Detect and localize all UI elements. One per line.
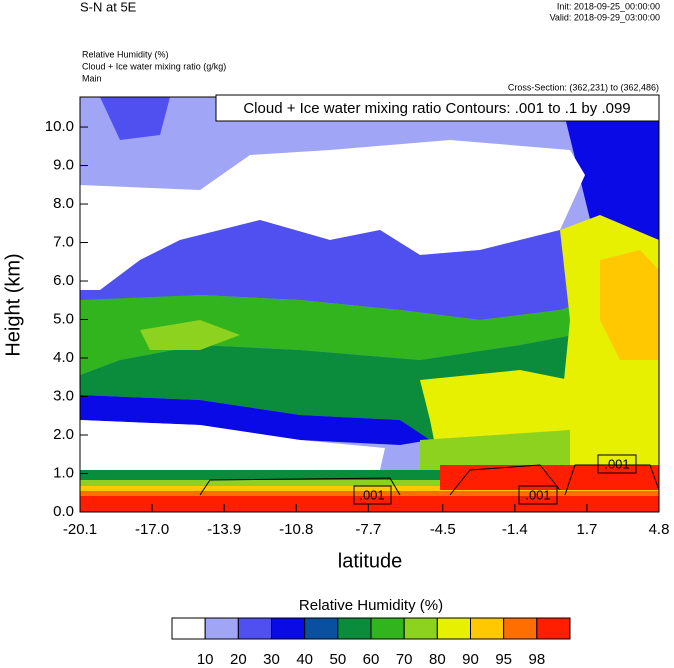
- colorbar-box: [370, 617, 405, 640]
- x-tick-label: -20.1: [63, 521, 97, 538]
- y-tick-label: 6.0: [53, 272, 74, 289]
- x-tick-label: 4.8: [649, 521, 670, 538]
- colorbar-label: 95: [495, 651, 512, 668]
- x-axis-label: latitude: [338, 550, 403, 572]
- colorbar-label: 50: [329, 651, 346, 668]
- colorbar-box: [436, 617, 472, 640]
- valid-time: Valid: 2018-09-29_03:00:00: [550, 12, 660, 22]
- y-tick-label: 9.0: [53, 156, 74, 173]
- cross-section: Cross-Section: (362,231) to (362,486): [508, 82, 659, 92]
- y-tick-label: 1.0: [53, 464, 74, 481]
- colorbar-label: 98: [528, 651, 545, 668]
- field-name: Main: [82, 73, 102, 83]
- y-tick-label: 5.0: [53, 310, 74, 327]
- x-tick-label: -13.9: [207, 521, 241, 538]
- colorbar-label: 40: [296, 651, 313, 668]
- colorbar-label: 20: [230, 651, 247, 668]
- colorbar-box: [271, 617, 306, 640]
- colorbar-box: [171, 617, 206, 640]
- y-tick-label: 7.0: [53, 233, 74, 250]
- x-tick-label: -17.0: [135, 521, 169, 538]
- colorbar-box: [237, 617, 272, 640]
- colorbar-box: [204, 617, 239, 640]
- colorbar-box: [304, 617, 339, 640]
- x-tick-label: -10.8: [279, 521, 313, 538]
- colorbar-label: 60: [363, 651, 380, 668]
- colorbar-label: 70: [396, 651, 413, 668]
- colorbar-title: Relative Humidity (%): [299, 597, 443, 614]
- contour-label-box: [353, 485, 392, 505]
- contour-label-box: [597, 454, 637, 474]
- colorbar-label: 80: [429, 651, 446, 668]
- y-tick-label: 0.0: [53, 503, 74, 520]
- field-name: Cloud + Ice water mixing ratio (g/kg): [82, 61, 226, 71]
- y-tick-label: 10.0: [45, 118, 74, 135]
- contour-label: .001: [359, 487, 384, 502]
- contour-label: .001: [604, 456, 629, 471]
- x-tick-label: -4.5: [430, 521, 456, 538]
- y-axis-label: Height (km): [2, 253, 24, 356]
- colorbar-box: [403, 617, 438, 640]
- colorbar-box: [536, 617, 571, 640]
- colorbar-label: 90: [462, 651, 479, 668]
- y-tick-label: 2.0: [53, 426, 74, 443]
- init-time: Init: 2018-09-25_00:00:00: [557, 1, 660, 11]
- x-tick-label: -7.7: [355, 521, 381, 538]
- y-tick-label: 4.0: [53, 349, 74, 366]
- field-name: Relative Humidity (%): [82, 49, 169, 59]
- colorbar-box: [470, 617, 505, 640]
- x-tick-label: 1.7: [576, 521, 597, 538]
- page-title: S-N at 5E: [80, 0, 137, 14]
- colorbar-label: 30: [263, 651, 280, 668]
- contour-label-box: [518, 485, 558, 505]
- contour-field: [80, 97, 659, 512]
- x-tick-label: -1.4: [502, 521, 528, 538]
- colorbar-label: 10: [197, 651, 214, 668]
- chart-title: Cloud + Ice water mixing ratio Contours:…: [243, 100, 630, 117]
- colorbar-box: [337, 617, 372, 640]
- title-box: [215, 94, 660, 122]
- y-tick-label: 8.0: [53, 195, 74, 212]
- contour-label: .001: [525, 487, 550, 502]
- colorbar-box: [503, 617, 538, 640]
- y-tick-label: 3.0: [53, 387, 74, 404]
